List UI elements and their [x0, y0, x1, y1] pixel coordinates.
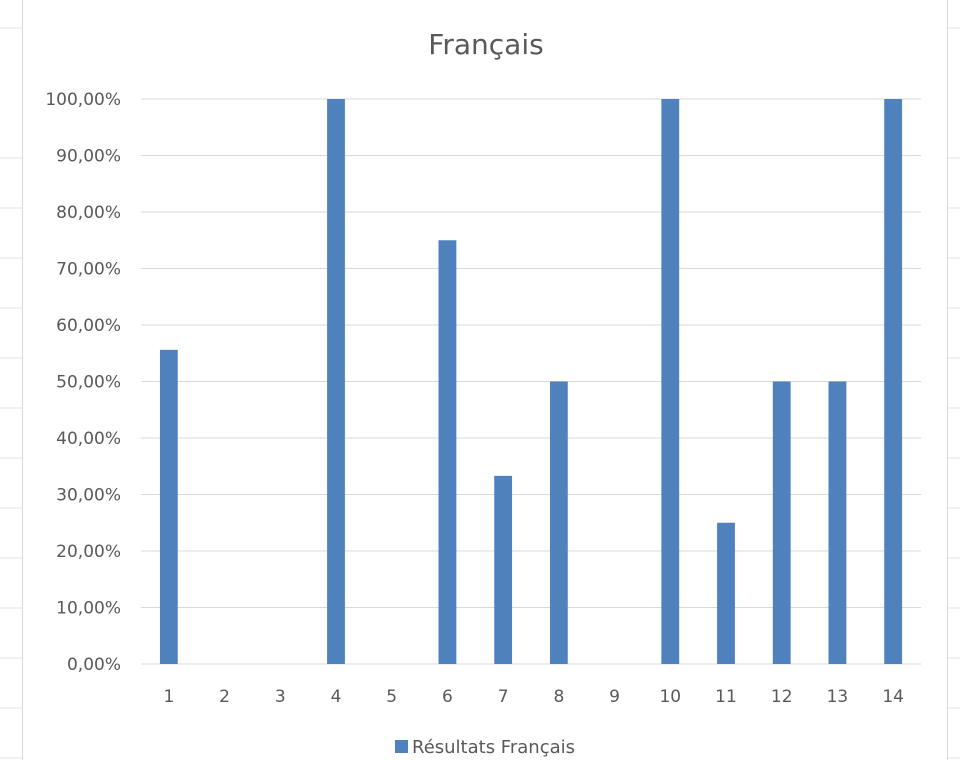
- y-tick-label: 100,00%: [45, 90, 121, 110]
- bar-chart: Français 0,00%10,00%20,00%30,00%40,00%50…: [45, 28, 921, 758]
- bar-4[interactable]: [327, 99, 345, 664]
- bar-14[interactable]: [884, 99, 903, 664]
- x-tick-label: 10: [659, 687, 681, 707]
- y-tick-label: 70,00%: [56, 260, 121, 280]
- bar-11[interactable]: [717, 522, 735, 664]
- x-tick-label: 13: [827, 687, 849, 707]
- y-tick-label: 90,00%: [56, 147, 121, 167]
- bar-7[interactable]: [494, 475, 513, 664]
- y-tick-label: 80,00%: [56, 203, 121, 223]
- x-tick-label: 2: [219, 687, 230, 707]
- y-axis-tick-labels: 0,00% 10,00% 20,00% 30,00% 40,00% 50,00% 60,00…: [45, 90, 121, 675]
- chart-container[interactable]: Français 0,00% 10,00% 20,00% 30,00% 40,00% 50…: [22, 0, 948, 760]
- y-tick-label: 0,00%: [67, 655, 121, 675]
- bar-1[interactable]: [159, 349, 178, 664]
- gridlines: [141, 98, 921, 665]
- x-tick-label: 3: [275, 687, 286, 707]
- x-tick-label: 5: [386, 687, 397, 707]
- y-tick-label: 50,00%: [56, 373, 121, 393]
- legend-swatch: [395, 740, 408, 753]
- bar-12[interactable]: [772, 381, 791, 665]
- x-tick-label: 8: [553, 687, 564, 707]
- bar-13[interactable]: [828, 381, 847, 665]
- bar-10[interactable]: [661, 99, 680, 664]
- x-tick-label: 11: [715, 687, 737, 707]
- x-tick-label: 1: [163, 687, 174, 707]
- y-tick-label: 60,00%: [56, 316, 121, 336]
- y-tick-label: 10,00%: [56, 599, 121, 619]
- x-axis-tick-labels: 1 2 3 4 5 6 7 8 9 10 11 12 13 14: [163, 687, 904, 707]
- x-tick-label: 7: [498, 687, 509, 707]
- bar-6[interactable]: [438, 240, 457, 664]
- x-tick-label: 9: [609, 687, 620, 707]
- x-tick-label: 12: [771, 687, 793, 707]
- bar-8[interactable]: [549, 381, 568, 665]
- y-tick-label: 20,00%: [56, 542, 121, 562]
- legend-label: Résultats Français: [412, 737, 575, 758]
- chart-title: Français: [428, 28, 543, 61]
- x-tick-label: 6: [442, 687, 453, 707]
- x-tick-label: 14: [882, 687, 904, 707]
- bars: [159, 99, 903, 665]
- y-tick-label: 30,00%: [56, 486, 121, 506]
- legend: Résultats Français: [395, 737, 575, 758]
- x-tick-label: 4: [331, 687, 342, 707]
- y-tick-label: 40,00%: [56, 429, 121, 449]
